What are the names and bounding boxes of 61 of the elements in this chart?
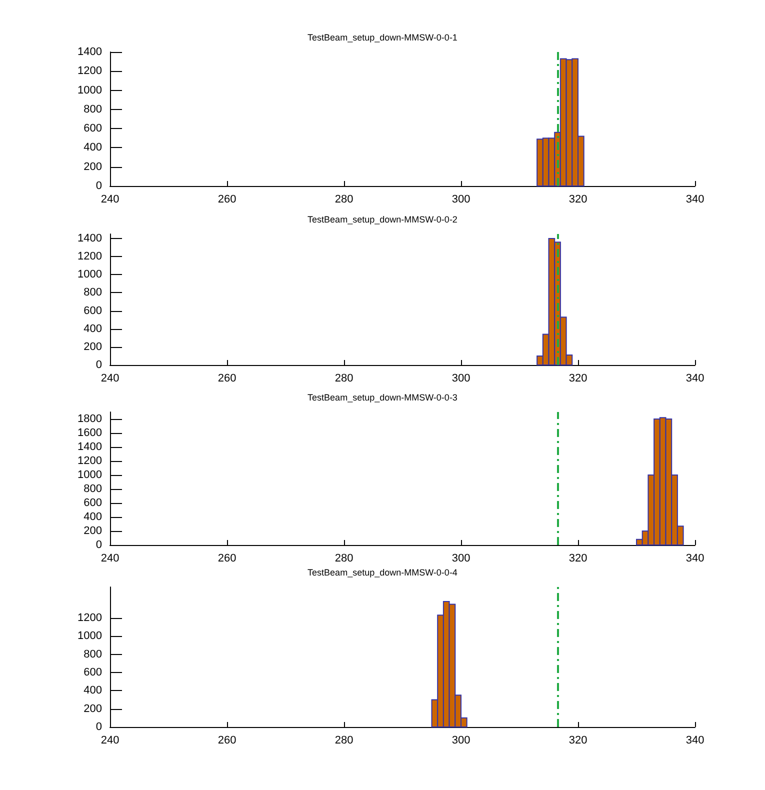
- y-tick-label: 400: [84, 684, 102, 697]
- y-tick-label: 400: [84, 511, 102, 523]
- x-tick-label: 280: [334, 734, 354, 746]
- x-tick-label: 240: [100, 194, 120, 206]
- x-tick-label: 240: [100, 734, 120, 746]
- y-tick-label: 600: [84, 497, 102, 509]
- x-tick-label: 300: [452, 552, 470, 564]
- chart-title: TestBeam_setup_down-MMSW-0-0-4: [308, 568, 458, 578]
- x-tick-label: 340: [686, 372, 704, 384]
- x-tick-label: 300: [452, 734, 470, 746]
- x-tick-label: 300: [452, 194, 470, 206]
- y-tick-label: 1000: [78, 268, 102, 281]
- y-tick-label: 1400: [78, 232, 102, 245]
- y-tick-label: 0: [96, 539, 102, 551]
- x-tick-label: 260: [218, 194, 236, 206]
- y-tick-label: 200: [84, 525, 102, 537]
- y-tick-label: 1400: [78, 46, 102, 58]
- x-tick-label: 320: [568, 194, 588, 206]
- y-tick-label: 1200: [78, 455, 102, 467]
- y-tick-label: 200: [84, 702, 102, 715]
- x-tick-label: 280: [334, 194, 354, 206]
- y-tick-label: 1600: [78, 427, 102, 439]
- x-tick-label: 320: [568, 372, 588, 384]
- x-tick-label: 240: [100, 552, 120, 564]
- y-tick-label: 800: [84, 286, 102, 299]
- x-tick-label: 260: [218, 552, 236, 564]
- y-tick-label: 0: [96, 721, 102, 733]
- x-tick-label: 320: [568, 552, 588, 564]
- x-tick-label: 340: [686, 552, 704, 564]
- x-tick-label: 260: [218, 372, 236, 384]
- y-tick-label: 600: [84, 666, 102, 678]
- y-tick-label: 0: [96, 180, 102, 192]
- chart-title: TestBeam_setup_down-MMSW-0-0-1: [308, 32, 458, 42]
- y-tick-label: 800: [84, 648, 102, 660]
- y-tick-label: 600: [84, 304, 102, 317]
- chart-title: TestBeam_setup_down-MMSW-0-0-3: [308, 392, 458, 402]
- x-tick-label: 320: [568, 734, 588, 746]
- y-tick-label: 600: [84, 122, 102, 135]
- y-tick-label: 1000: [78, 630, 102, 642]
- y-tick-label: 800: [84, 483, 102, 495]
- x-tick-label: 340: [686, 194, 704, 206]
- x-tick-label: 340: [686, 734, 704, 746]
- x-tick-label: 280: [334, 552, 354, 564]
- y-tick-label: 200: [84, 340, 102, 353]
- y-tick-label: 0: [96, 359, 102, 371]
- y-tick-label: 1200: [78, 65, 102, 78]
- y-tick-label: 400: [84, 322, 102, 335]
- x-tick-label: 240: [100, 372, 120, 384]
- y-tick-label: 800: [84, 103, 102, 116]
- y-tick-label: 1000: [78, 84, 102, 96]
- y-tick-label: 1200: [78, 612, 102, 624]
- y-tick-label: 400: [84, 142, 102, 154]
- x-tick-label: 280: [334, 372, 354, 384]
- y-tick-label: 1800: [78, 413, 102, 425]
- y-tick-label: 1000: [78, 469, 102, 481]
- y-tick-label: 1200: [78, 250, 102, 263]
- y-tick-label: 200: [84, 160, 102, 173]
- x-tick-label: 300: [452, 372, 470, 384]
- x-tick-label: 260: [218, 734, 236, 746]
- y-tick-label: 1400: [78, 441, 102, 453]
- chart-title: TestBeam_setup_down-MMSW-0-0-2: [308, 214, 458, 224]
